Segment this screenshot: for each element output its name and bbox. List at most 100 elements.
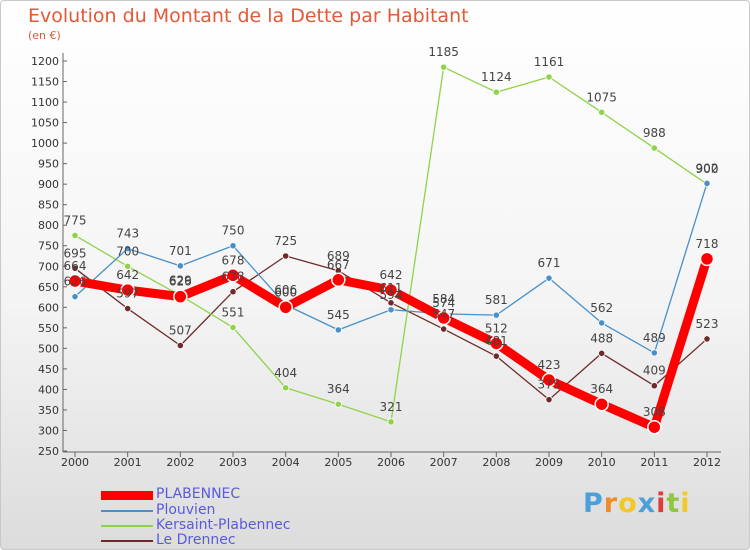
data-label: 375	[538, 378, 561, 392]
data-label: 664	[64, 259, 87, 273]
data-point	[334, 400, 342, 408]
data-point	[650, 349, 658, 357]
data-point	[278, 300, 293, 315]
data-point	[334, 326, 342, 334]
data-label: 775	[64, 213, 87, 227]
data-label: 321	[380, 400, 403, 414]
legend-swatch	[101, 525, 153, 527]
data-label: 423	[538, 358, 561, 372]
data-label: 701	[169, 244, 192, 258]
y-tick-label: 1200	[31, 55, 59, 68]
data-point	[545, 274, 553, 282]
logo-letter: t	[666, 488, 681, 519]
data-point	[67, 273, 83, 289]
data-point	[650, 144, 658, 152]
data-point	[598, 108, 606, 116]
data-label: 1185	[428, 45, 459, 59]
x-tick-label: 2000	[61, 456, 89, 469]
data-label: 638	[222, 270, 245, 284]
logo-letter: P	[583, 488, 604, 519]
data-label: 700	[116, 244, 139, 258]
x-tick-label: 2012	[693, 456, 721, 469]
data-label: 611	[380, 281, 403, 295]
data-label: 581	[485, 293, 508, 307]
x-tick-label: 2002	[166, 456, 194, 469]
data-point	[387, 418, 395, 426]
legend-swatch	[101, 540, 153, 542]
data-point	[703, 335, 711, 343]
legend-label: Kersaint-Plabennec	[156, 517, 291, 533]
y-tick-label: 900	[38, 178, 59, 191]
legend-swatch	[101, 510, 153, 512]
logo-letter: i	[680, 488, 691, 519]
y-tick-label: 700	[38, 260, 59, 273]
data-label: 750	[222, 224, 245, 238]
logo-letter: i	[656, 488, 667, 519]
data-point	[124, 245, 132, 253]
data-label: 488	[590, 331, 613, 345]
data-label: 1161	[534, 55, 565, 69]
data-point	[229, 288, 237, 296]
x-tick-label: 2008	[482, 456, 510, 469]
data-point	[541, 372, 557, 388]
data-label: 551	[222, 305, 245, 319]
data-label: 743	[116, 227, 139, 241]
data-label: 725	[274, 234, 297, 248]
data-point	[387, 299, 395, 307]
y-tick-label: 1150	[31, 76, 59, 89]
legend-label: PLABENNEC	[156, 486, 241, 502]
data-label: 523	[696, 317, 719, 331]
data-point	[598, 349, 606, 357]
data-point	[225, 268, 241, 283]
chart-unit-label: (en €)	[28, 29, 61, 42]
data-point	[282, 384, 290, 392]
data-point	[71, 264, 79, 272]
data-point	[440, 63, 448, 71]
data-label: 718	[696, 237, 719, 251]
y-tick-label: 850	[38, 199, 59, 212]
data-point	[703, 179, 711, 187]
x-tick-label: 2004	[272, 456, 300, 469]
data-label: 547	[432, 307, 455, 321]
data-label: 900	[696, 162, 719, 176]
y-tick-label: 400	[38, 383, 59, 396]
data-point	[176, 341, 184, 350]
data-label: 364	[590, 382, 613, 396]
data-label: 629	[169, 273, 192, 287]
data-label: 594	[380, 288, 403, 302]
x-tick-label: 2009	[535, 456, 563, 469]
data-label: 642	[116, 268, 139, 282]
data-label: 584	[432, 292, 455, 306]
y-tick-label: 550	[38, 322, 59, 335]
data-point	[229, 323, 237, 332]
y-tick-label: 800	[38, 219, 59, 232]
legend-swatch	[101, 490, 153, 500]
x-tick-label: 2011	[640, 456, 668, 469]
data-point	[699, 251, 715, 267]
logo-letter: x	[637, 488, 657, 519]
data-point	[545, 73, 553, 81]
data-point	[71, 293, 79, 301]
data-label: 409	[643, 364, 666, 378]
data-label: 1124	[481, 70, 512, 84]
data-label: 988	[643, 126, 666, 140]
y-tick-label: 350	[38, 404, 59, 417]
y-tick-label: 500	[38, 342, 59, 355]
x-tick-label: 2006	[377, 456, 405, 469]
y-tick-label: 650	[38, 281, 59, 294]
proxiti-logo: Proxiti	[583, 488, 691, 519]
data-point	[124, 262, 132, 270]
data-label: 562	[590, 301, 613, 315]
data-point	[229, 242, 237, 250]
x-tick-label: 2001	[114, 456, 142, 469]
data-point	[492, 352, 500, 360]
y-tick-label: 1100	[31, 96, 59, 109]
legend-label: Le Drennec	[156, 532, 236, 548]
data-point	[383, 282, 399, 298]
x-tick-label: 2005	[324, 456, 352, 469]
data-label: 545	[327, 308, 350, 322]
y-tick-label: 450	[38, 363, 59, 376]
data-label: 695	[64, 246, 87, 260]
